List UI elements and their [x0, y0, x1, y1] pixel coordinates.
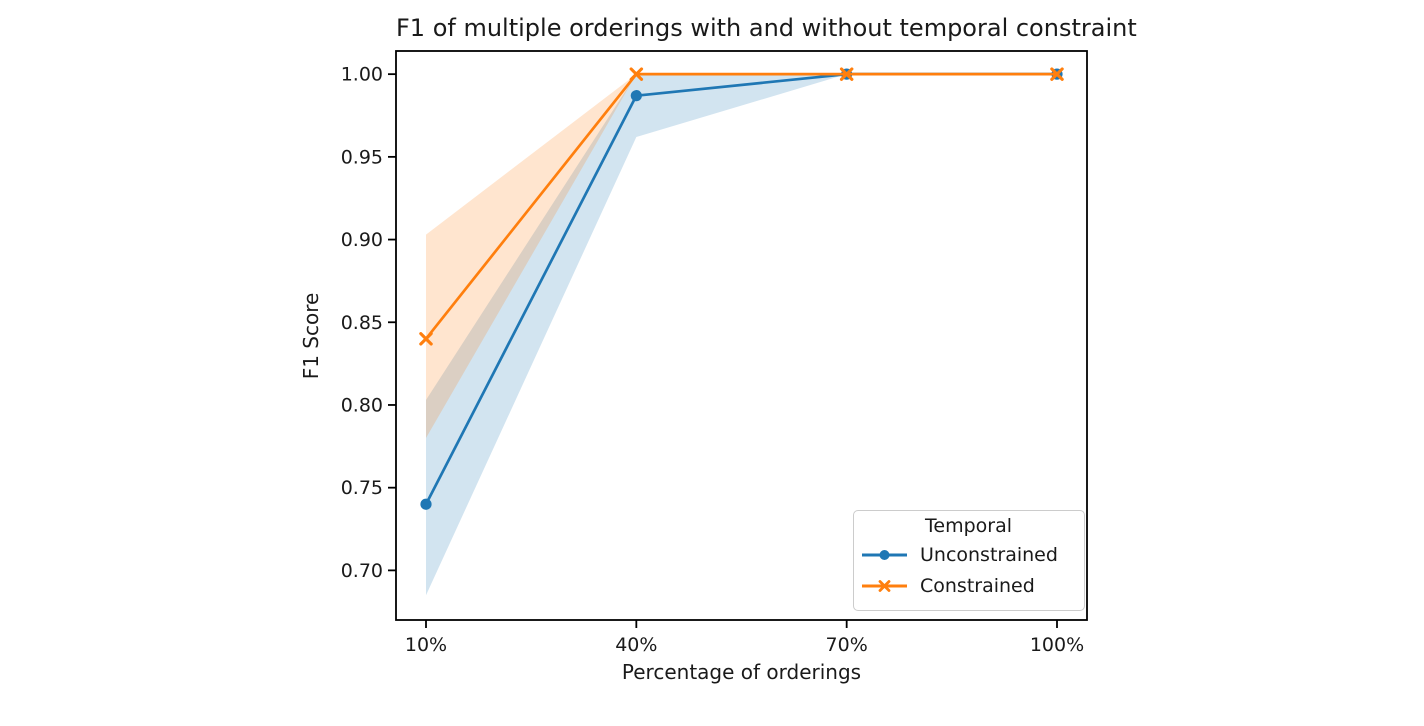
data-point-marker-constrained	[419, 332, 433, 346]
legend-label-unconstrained: Unconstrained	[920, 543, 1058, 566]
y-tick-label: 0.75	[341, 477, 383, 499]
legend-label-constrained: Constrained	[920, 574, 1035, 597]
legend-item-constrained: Constrained	[861, 570, 1076, 601]
y-axis-label: F1 Score	[299, 292, 323, 380]
constrained-line-sample-icon	[862, 579, 907, 592]
legend: Temporal Unconstrained Constrained	[853, 510, 1085, 611]
x-axis-label: Percentage of orderings	[621, 660, 862, 684]
data-point-marker-unconstrained	[630, 90, 642, 102]
data-point-marker-constrained	[629, 67, 644, 81]
confidence-band-unconstrained	[426, 74, 1057, 596]
x-tick-label: 70%	[826, 634, 868, 656]
y-tick-label: 0.95	[341, 146, 383, 168]
axes-spines	[395, 50, 1088, 621]
y-tick-label: 0.90	[341, 229, 383, 251]
y-tick-label: 0.85	[341, 312, 383, 334]
legend-item-unconstrained: Unconstrained	[861, 539, 1076, 570]
y-tick-label: 0.70	[341, 560, 383, 582]
legend-title: Temporal	[925, 515, 1012, 537]
series-line-constrained	[424, 72, 1057, 340]
legend-items: Unconstrained Constrained	[861, 539, 1076, 601]
x-tick-label: 40%	[615, 634, 657, 656]
x-tick-label: 10%	[405, 634, 447, 656]
data-point-marker-constrained	[839, 67, 854, 81]
y-tick-label: 0.80	[341, 394, 383, 416]
data-point-marker-unconstrained	[420, 498, 432, 510]
unconstrained-line-sample-icon	[862, 549, 907, 560]
y-tick-label: 1.00	[341, 64, 383, 86]
data-point-marker-constrained	[1050, 67, 1064, 81]
chart-title: F1 of multiple orderings with and withou…	[396, 14, 1137, 42]
x-tick-label: 100%	[1030, 634, 1084, 656]
